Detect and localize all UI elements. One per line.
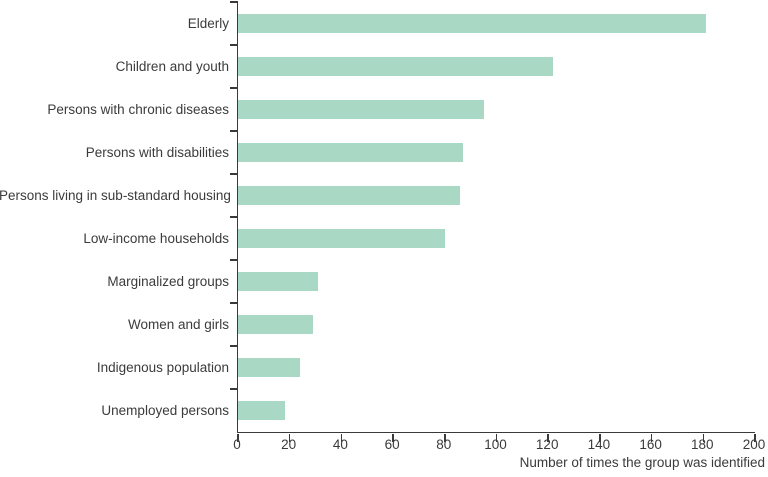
x-axis-tick-label: 120	[535, 437, 559, 452]
x-axis-tick	[702, 433, 705, 442]
x-axis-tick-label: 60	[384, 437, 400, 452]
y-axis-tick	[230, 173, 238, 175]
bar-band	[238, 131, 755, 174]
x-axis-tick-label: 20	[281, 437, 297, 452]
x-axis-tick-label: 180	[691, 437, 714, 452]
x-axis-tick-label: 40	[332, 437, 348, 452]
y-axis-tick	[230, 302, 238, 304]
y-axis-tick	[230, 44, 238, 46]
x-axis-tick	[288, 433, 291, 442]
category-label: Unemployed persons	[101, 403, 229, 418]
x-axis-tick	[599, 433, 601, 442]
bar	[238, 57, 554, 76]
x-axis-tick	[392, 433, 394, 442]
x-axis-tick-label: 0	[233, 437, 241, 452]
bar	[238, 358, 301, 377]
y-axis-tick	[230, 216, 238, 218]
category-label: Women and girls	[127, 317, 229, 332]
bar	[238, 186, 461, 205]
category-label: Persons living in sub-standard housing	[0, 188, 231, 203]
category-label: Persons with chronic diseases	[47, 102, 229, 117]
category-label: Elderly	[187, 16, 229, 31]
y-axis-tick	[230, 388, 238, 390]
y-axis-tick	[230, 345, 238, 347]
bar-band	[238, 88, 755, 131]
category-label: Persons with disabilities	[85, 145, 229, 160]
x-axis-tick-label: 200	[742, 437, 766, 452]
x-axis-tick	[340, 433, 343, 442]
x-axis-tick	[547, 433, 549, 442]
category-label: Marginalized groups	[107, 274, 229, 289]
x-axis-tick-label: 100	[484, 437, 507, 452]
plot-area	[230, 1, 756, 442]
x-axis-tick-label: 80	[436, 437, 452, 452]
y-axis-tick	[230, 87, 238, 89]
x-axis-tick-label: 160	[639, 437, 662, 452]
bar-band	[238, 2, 755, 45]
bar-band	[238, 45, 755, 88]
x-axis-tick	[237, 433, 239, 442]
y-axis-tick	[230, 259, 238, 261]
x-axis-tick	[444, 433, 446, 442]
bar-band	[238, 346, 755, 389]
y-axis-tick	[230, 130, 238, 132]
bar-band	[238, 174, 755, 217]
bar-band	[238, 260, 755, 303]
x-axis-tick-label: 140	[587, 437, 611, 452]
x-axis-label: Number of times the group was identified	[519, 455, 765, 470]
category-label: Children and youth	[115, 59, 229, 74]
bar	[238, 143, 463, 162]
bar	[238, 272, 319, 291]
bar-band	[238, 389, 755, 432]
bar	[238, 229, 445, 248]
bar	[238, 401, 285, 420]
bar-band	[238, 303, 755, 346]
category-label: Indigenous population	[96, 360, 229, 375]
bar	[238, 14, 706, 33]
bar-band	[238, 217, 755, 260]
x-axis-tick	[754, 433, 756, 442]
bar	[238, 100, 484, 119]
x-axis-tick	[650, 433, 653, 442]
y-axis-tick	[230, 1, 238, 3]
x-axis-tick	[495, 433, 498, 442]
category-label: Low-income households	[83, 231, 229, 246]
bar	[238, 315, 313, 334]
